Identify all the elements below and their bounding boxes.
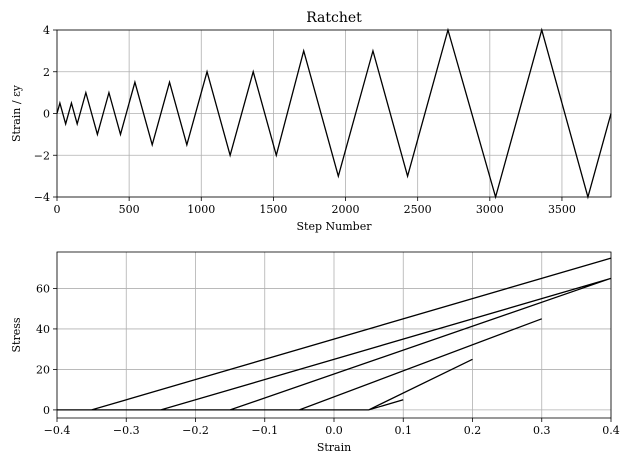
y-tick-label: 2 [43,66,50,79]
x-tick-label: −0.4 [44,424,71,437]
y-tick-label: 20 [36,363,50,376]
y-tick-label: −4 [34,191,50,204]
y-tick-label: 4 [43,24,50,37]
series-line [57,257,612,411]
y-tick-label: 0 [43,108,50,121]
x-tick-label: 0.1 [395,424,413,437]
series-line [56,27,612,200]
x-tick-label: 0.3 [533,424,551,437]
chart-title: Ratchet [306,10,362,26]
x-tick-label: 1000 [187,203,215,216]
stress-strain-chart: −0.4 −0.3 −0.2 −0.1 0.0 0.1 0.2 0.3 0.4 0204060 … [10,251,620,454]
y-axis-label: Stress [10,317,23,352]
y-axis-label: Strain / εy [10,84,23,142]
y-tick-label: 0 [43,404,50,417]
x-axis-label: Step Number [297,220,373,233]
x-tick-label: 0.2 [464,424,482,437]
x-tick-label: 2500 [404,203,432,216]
x-tick-label: 500 [119,203,140,216]
x-tick-label: 0 [54,203,61,216]
y-tick-label: −2 [34,149,50,162]
x-tick-label: −0.1 [251,424,278,437]
x-tick-label: 0.0 [325,424,343,437]
x-tick-label: 2000 [332,203,360,216]
x-tick-label: 3000 [476,203,504,216]
y-tick-label: 40 [36,323,50,336]
x-tick-label: −0.3 [113,424,140,437]
x-tick-label: 3500 [548,203,576,216]
x-axis-label: Strain [317,441,351,454]
ratchet-chart: 0 500 1000 1500 2000 2500 3000 3500 −4 −2 0 2 4 Rat… [10,10,612,233]
x-tick-label: 1500 [259,203,287,216]
y-tick-label: 60 [36,282,50,295]
x-tick-label: −0.2 [182,424,209,437]
x-tick-label: 0.4 [602,424,620,437]
